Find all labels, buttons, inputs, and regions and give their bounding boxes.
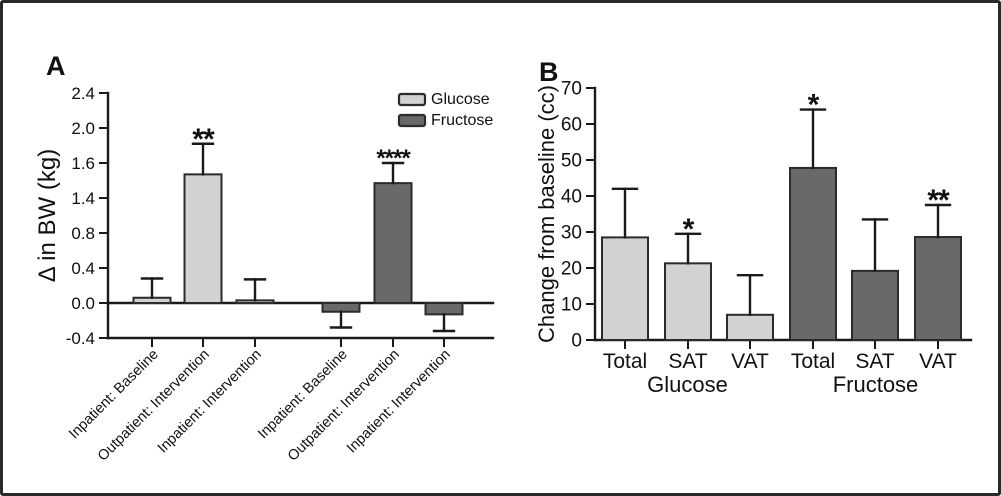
y-tick-label: 30: [561, 223, 582, 244]
bar-fructose-inpatient-baseline: [321, 302, 361, 313]
x-tick-label: Inpatient: Intervention: [155, 347, 265, 457]
y-tick-label: 0: [571, 331, 582, 352]
bar-fructose-vat: [914, 236, 962, 341]
x-tick-label: SAT: [855, 350, 894, 373]
y-tick-label: 60: [561, 115, 582, 136]
y-tick-label: 0.0: [71, 294, 95, 313]
bar-glucose-vat: [726, 313, 774, 341]
y-tick-label: 50: [561, 151, 582, 172]
bar-glucose-sat: [664, 262, 712, 342]
bar-fructose-outpatient-intervention: [373, 182, 413, 304]
y-tick-label: 0.8: [71, 224, 95, 243]
panel-b-chart: 70 60 50 40 30 20 10 0 Total * SAT VAT * Total SAT ** VA…: [534, 79, 973, 397]
y-tick-label: 0.4: [71, 259, 95, 278]
significance-stars: ****: [376, 145, 411, 172]
panel-a-label: A: [46, 51, 66, 81]
x-tick-label: Total: [791, 350, 835, 373]
x-tick-label: Total: [603, 350, 647, 373]
y-tick-label: 1.6: [71, 154, 95, 173]
group-label: Glucose: [647, 372, 728, 397]
y-tick-label: 70: [561, 79, 582, 100]
significance-stars: *: [808, 89, 820, 122]
legend-label: Fructose: [431, 112, 493, 129]
y-axis-title: Change from baseline (cc): [534, 85, 559, 343]
x-tick-label: Inpatient: Intervention: [344, 347, 454, 457]
x-tick-label: SAT: [668, 350, 707, 373]
panel-b-label: B: [539, 57, 559, 87]
bar-fructose-sat: [851, 269, 899, 342]
significance-stars: *: [683, 213, 695, 246]
significance-stars: **: [927, 184, 950, 217]
legend-label: Glucose: [431, 91, 490, 108]
x-tick-label: Inpatient: Baseline: [66, 347, 162, 443]
group-label: Fructose: [833, 372, 919, 397]
bar-glucose-outpatient-intervention: [183, 173, 223, 304]
x-tick-label: VAT: [919, 350, 957, 373]
bar-glucose-total: [601, 236, 649, 341]
legend-swatch-fructose: [397, 113, 427, 128]
legend-swatch-glucose: [397, 92, 427, 107]
x-tick-label: Inpatient: Baseline: [255, 347, 351, 443]
y-tick-label: 20: [561, 259, 582, 280]
y-tick-label: 2.4: [71, 84, 95, 103]
y-tick-label: 2.0: [71, 119, 95, 138]
bar-fructose-total: [789, 166, 837, 341]
y-tick-label: 40: [561, 187, 582, 208]
significance-stars: **: [192, 123, 215, 156]
y-tick-label: 1.4: [71, 189, 95, 208]
bar-fructose-inpatient-intervention: [424, 302, 464, 316]
y-tick-label: -0.4: [66, 329, 95, 348]
y-axis-title: Δ in BW (kg): [34, 149, 61, 282]
y-tick-label: 10: [561, 295, 582, 316]
x-tick-label: VAT: [731, 350, 769, 373]
